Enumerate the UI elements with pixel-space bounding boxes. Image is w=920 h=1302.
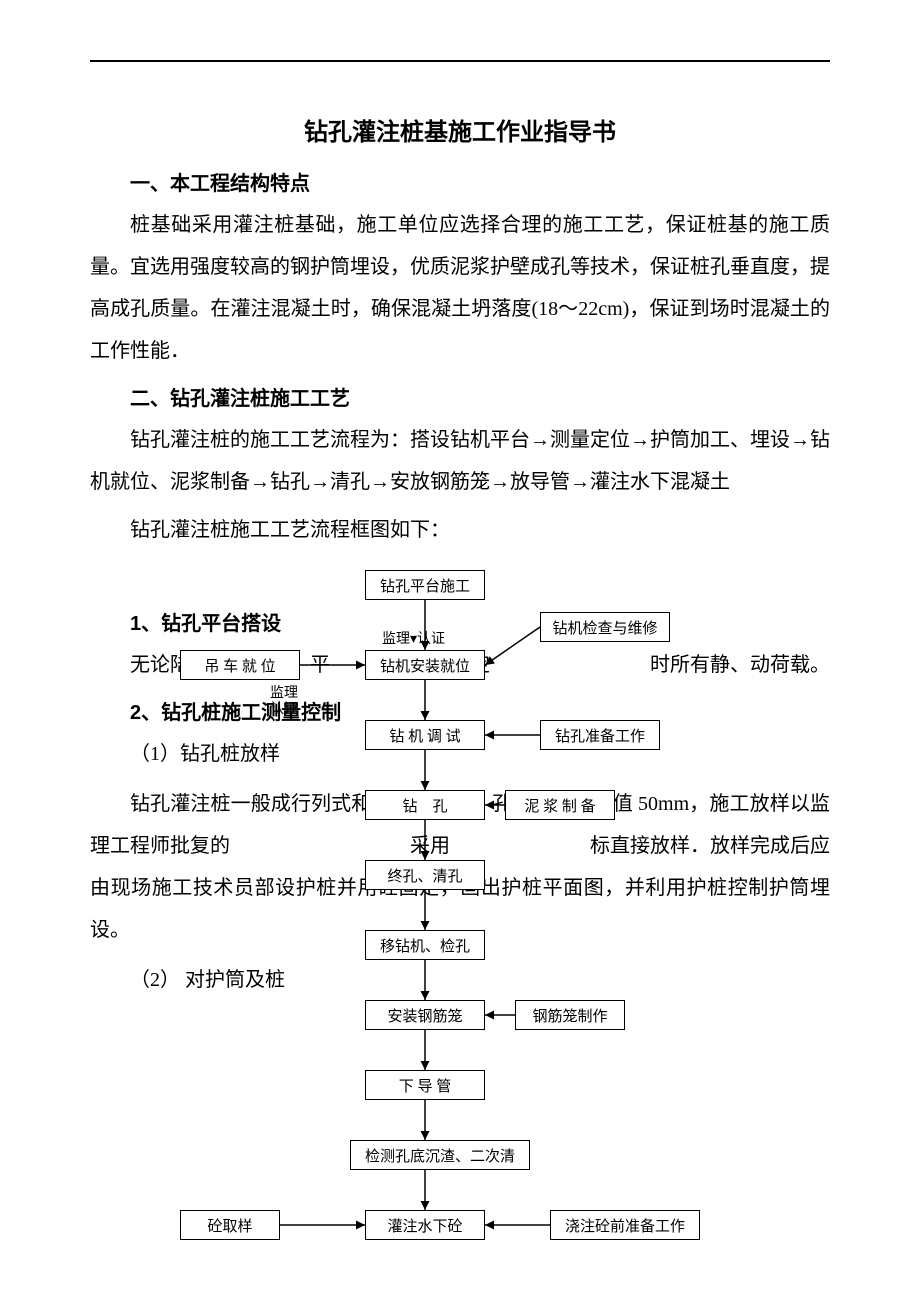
flow-node-n17: 浇注砼前准备工作 bbox=[550, 1210, 700, 1240]
flow-node-n16: 灌注水下砼 bbox=[365, 1210, 485, 1240]
flow-node-n13: 下 导 管 bbox=[365, 1070, 485, 1100]
flow-node-n12: 钢筋笼制作 bbox=[515, 1000, 625, 1030]
section-1-para: 桩基础采用灌注桩基础，施工单位应选择合理的施工工艺，保证桩基的施工质量。宜选用强… bbox=[90, 204, 830, 372]
subsection-2-item-2: （2） 对护筒及桩 bbox=[90, 959, 830, 1001]
section-2-heading: 二、钻孔灌注桩施工工艺 bbox=[90, 382, 830, 411]
subsection-2-heading: 2、钻孔桩施工测量控制 bbox=[90, 696, 830, 725]
section-2-para-1: 钻孔灌注桩的施工工艺流程为：搭设钻机平台→测量定位→护筒加工、埋设→钻机就位、泥… bbox=[90, 419, 830, 503]
flow-node-n14: 检测孔底沉渣、二次清 bbox=[350, 1140, 530, 1170]
document-page: 钻孔灌注桩基施工作业指导书 一、本工程结构特点 桩基础采用灌注桩基础，施工单位应… bbox=[0, 0, 920, 1049]
section-2-para-2: 钻孔灌注桩施工工艺流程框图如下： bbox=[90, 509, 830, 551]
flow-node-n11: 安装钢筋笼 bbox=[365, 1000, 485, 1030]
top-rule bbox=[90, 60, 830, 62]
subsection-1-para: 无论陆上或水中桩，平 稳定 时所有静、动荷载。 bbox=[90, 644, 830, 686]
flow-node-n15: 砼取样 bbox=[180, 1210, 280, 1240]
subsection-1-heading: 1、钻孔平台搭设 bbox=[90, 607, 830, 636]
document-title: 钻孔灌注桩基施工作业指导书 bbox=[90, 112, 830, 147]
subsection-2-item-1: （1）钻孔桩放样 bbox=[90, 733, 830, 775]
subsection-2-para-1: 钻孔灌注桩一般成行列式和梅花形分布，孔位偏差规定值 50mm，施工放样以监理工程… bbox=[90, 783, 830, 951]
section-1-heading: 一、本工程结构特点 bbox=[90, 167, 830, 196]
